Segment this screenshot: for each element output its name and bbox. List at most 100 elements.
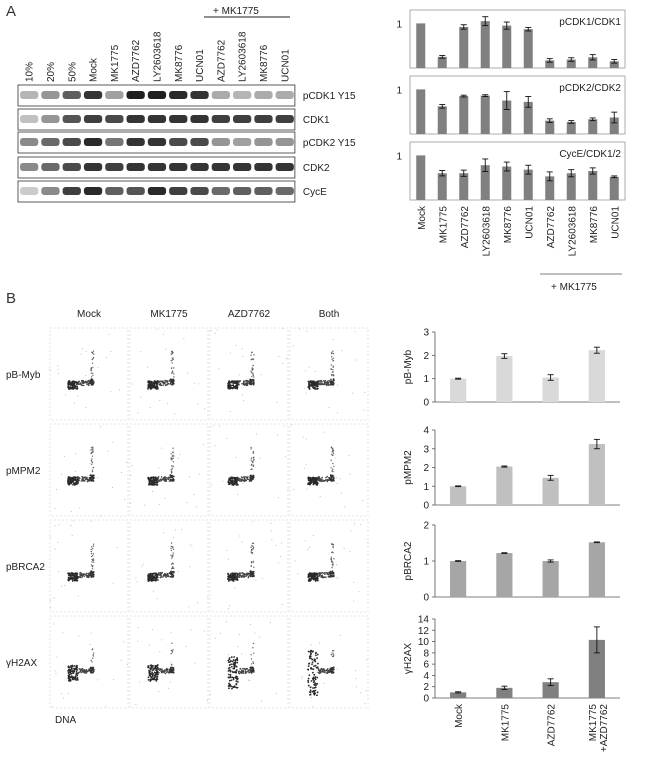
- flow-event: [247, 380, 250, 383]
- flow-event: [316, 657, 318, 660]
- flow-event: [160, 447, 162, 449]
- flow-event: [315, 476, 318, 479]
- flow-event: [71, 580, 74, 582]
- flow-event: [149, 670, 151, 673]
- flow-event: [49, 607, 51, 609]
- flow-event: [330, 671, 332, 673]
- flow-event: [249, 668, 252, 670]
- flow-event: [67, 480, 69, 483]
- flow-event: [315, 381, 318, 384]
- flow-event: [151, 491, 153, 493]
- blot-band: [62, 138, 81, 146]
- flow-event: [229, 482, 231, 485]
- flow-event: [249, 381, 251, 383]
- flow-event: [250, 459, 252, 461]
- flow-event: [81, 479, 84, 482]
- bar: [566, 173, 576, 200]
- bar-chart: 0 1 2 3 4 pMPM2: [403, 426, 620, 512]
- y-tick-label: 0: [423, 501, 429, 512]
- y-tick-label: 3: [423, 328, 429, 339]
- flow-event: [322, 572, 325, 575]
- flow-event: [332, 452, 335, 454]
- flow-event: [304, 387, 306, 389]
- flow-event: [341, 350, 343, 352]
- flow-event: [252, 667, 255, 669]
- flow-event: [322, 576, 325, 579]
- flow-event: [237, 382, 240, 385]
- flow-event: [156, 385, 158, 388]
- flow-event: [323, 431, 325, 433]
- flow-event: [242, 670, 244, 672]
- flow-event: [91, 382, 94, 384]
- flow-condition-headers: Mock MK1775 AZD7762 Both: [77, 309, 339, 320]
- flow-event: [170, 664, 173, 666]
- flow-event: [91, 667, 93, 669]
- flow-event: [234, 665, 237, 667]
- flow-event: [232, 575, 235, 577]
- flow-event: [332, 474, 334, 477]
- flow-event: [91, 565, 94, 568]
- flow-event: [250, 565, 252, 568]
- flow-event: [270, 522, 272, 524]
- blot-band: [275, 163, 294, 171]
- flow-event: [303, 467, 305, 469]
- flow-event: [232, 577, 235, 580]
- flow-event: [172, 383, 174, 386]
- flow-event: [280, 542, 282, 544]
- flow-event: [333, 558, 335, 560]
- flow-event: [194, 382, 196, 384]
- chart-title: CycE/CDK1/2: [559, 149, 621, 160]
- flow-event: [152, 578, 155, 581]
- flow-event: [92, 654, 94, 656]
- panel-b-x-labels: Mock MK1775 AZD7762 MK1775 +AZD7762: [454, 703, 610, 752]
- flow-event: [331, 551, 333, 554]
- blot-band: [169, 115, 188, 123]
- flow-event: [237, 493, 239, 495]
- flow-event: [301, 676, 303, 678]
- flow-event: [172, 461, 175, 463]
- flow-event: [308, 577, 311, 580]
- flow-event: [313, 680, 316, 682]
- flow-event: [67, 677, 70, 679]
- flow-event: [170, 549, 173, 552]
- flow-event: [55, 672, 57, 674]
- flow-event: [131, 465, 133, 467]
- flow-event: [157, 579, 159, 581]
- y-axis-label: pMPM2: [403, 450, 414, 485]
- bar: [542, 561, 559, 597]
- flow-event: [252, 451, 255, 453]
- flow-event: [312, 663, 314, 665]
- flow-event: [150, 678, 153, 681]
- bar: [588, 171, 598, 200]
- flow-event: [332, 477, 335, 480]
- flow-event: [171, 362, 173, 364]
- flow-event: [196, 506, 198, 508]
- flow-event: [166, 575, 169, 578]
- flow-event: [166, 381, 168, 384]
- flow-event: [92, 657, 94, 659]
- bar-chart: 1 CycE/CDK1/2: [396, 141, 626, 201]
- flow-event: [316, 682, 319, 685]
- flow-event: [313, 387, 315, 389]
- flow-event: [305, 463, 307, 465]
- flow-event: [170, 453, 172, 455]
- flow-event: [160, 479, 163, 482]
- flow-event: [227, 667, 230, 670]
- flow-event: [92, 476, 95, 478]
- flow-event: [167, 478, 170, 481]
- flow-event: [149, 672, 152, 675]
- flow-event: [78, 383, 81, 385]
- flow-plot-frame: [209, 519, 289, 613]
- flow-event: [156, 678, 159, 681]
- flow-event: [253, 376, 255, 378]
- flow-event: [63, 455, 65, 457]
- flow-event: [92, 467, 94, 469]
- flow-event: [93, 652, 95, 654]
- flow-event: [173, 373, 175, 375]
- flow-event: [233, 663, 235, 666]
- flow-event: [242, 476, 245, 478]
- flow-event: [90, 546, 93, 548]
- flow-event: [309, 482, 312, 485]
- flow-event: [328, 384, 330, 387]
- flow-event: [230, 663, 233, 666]
